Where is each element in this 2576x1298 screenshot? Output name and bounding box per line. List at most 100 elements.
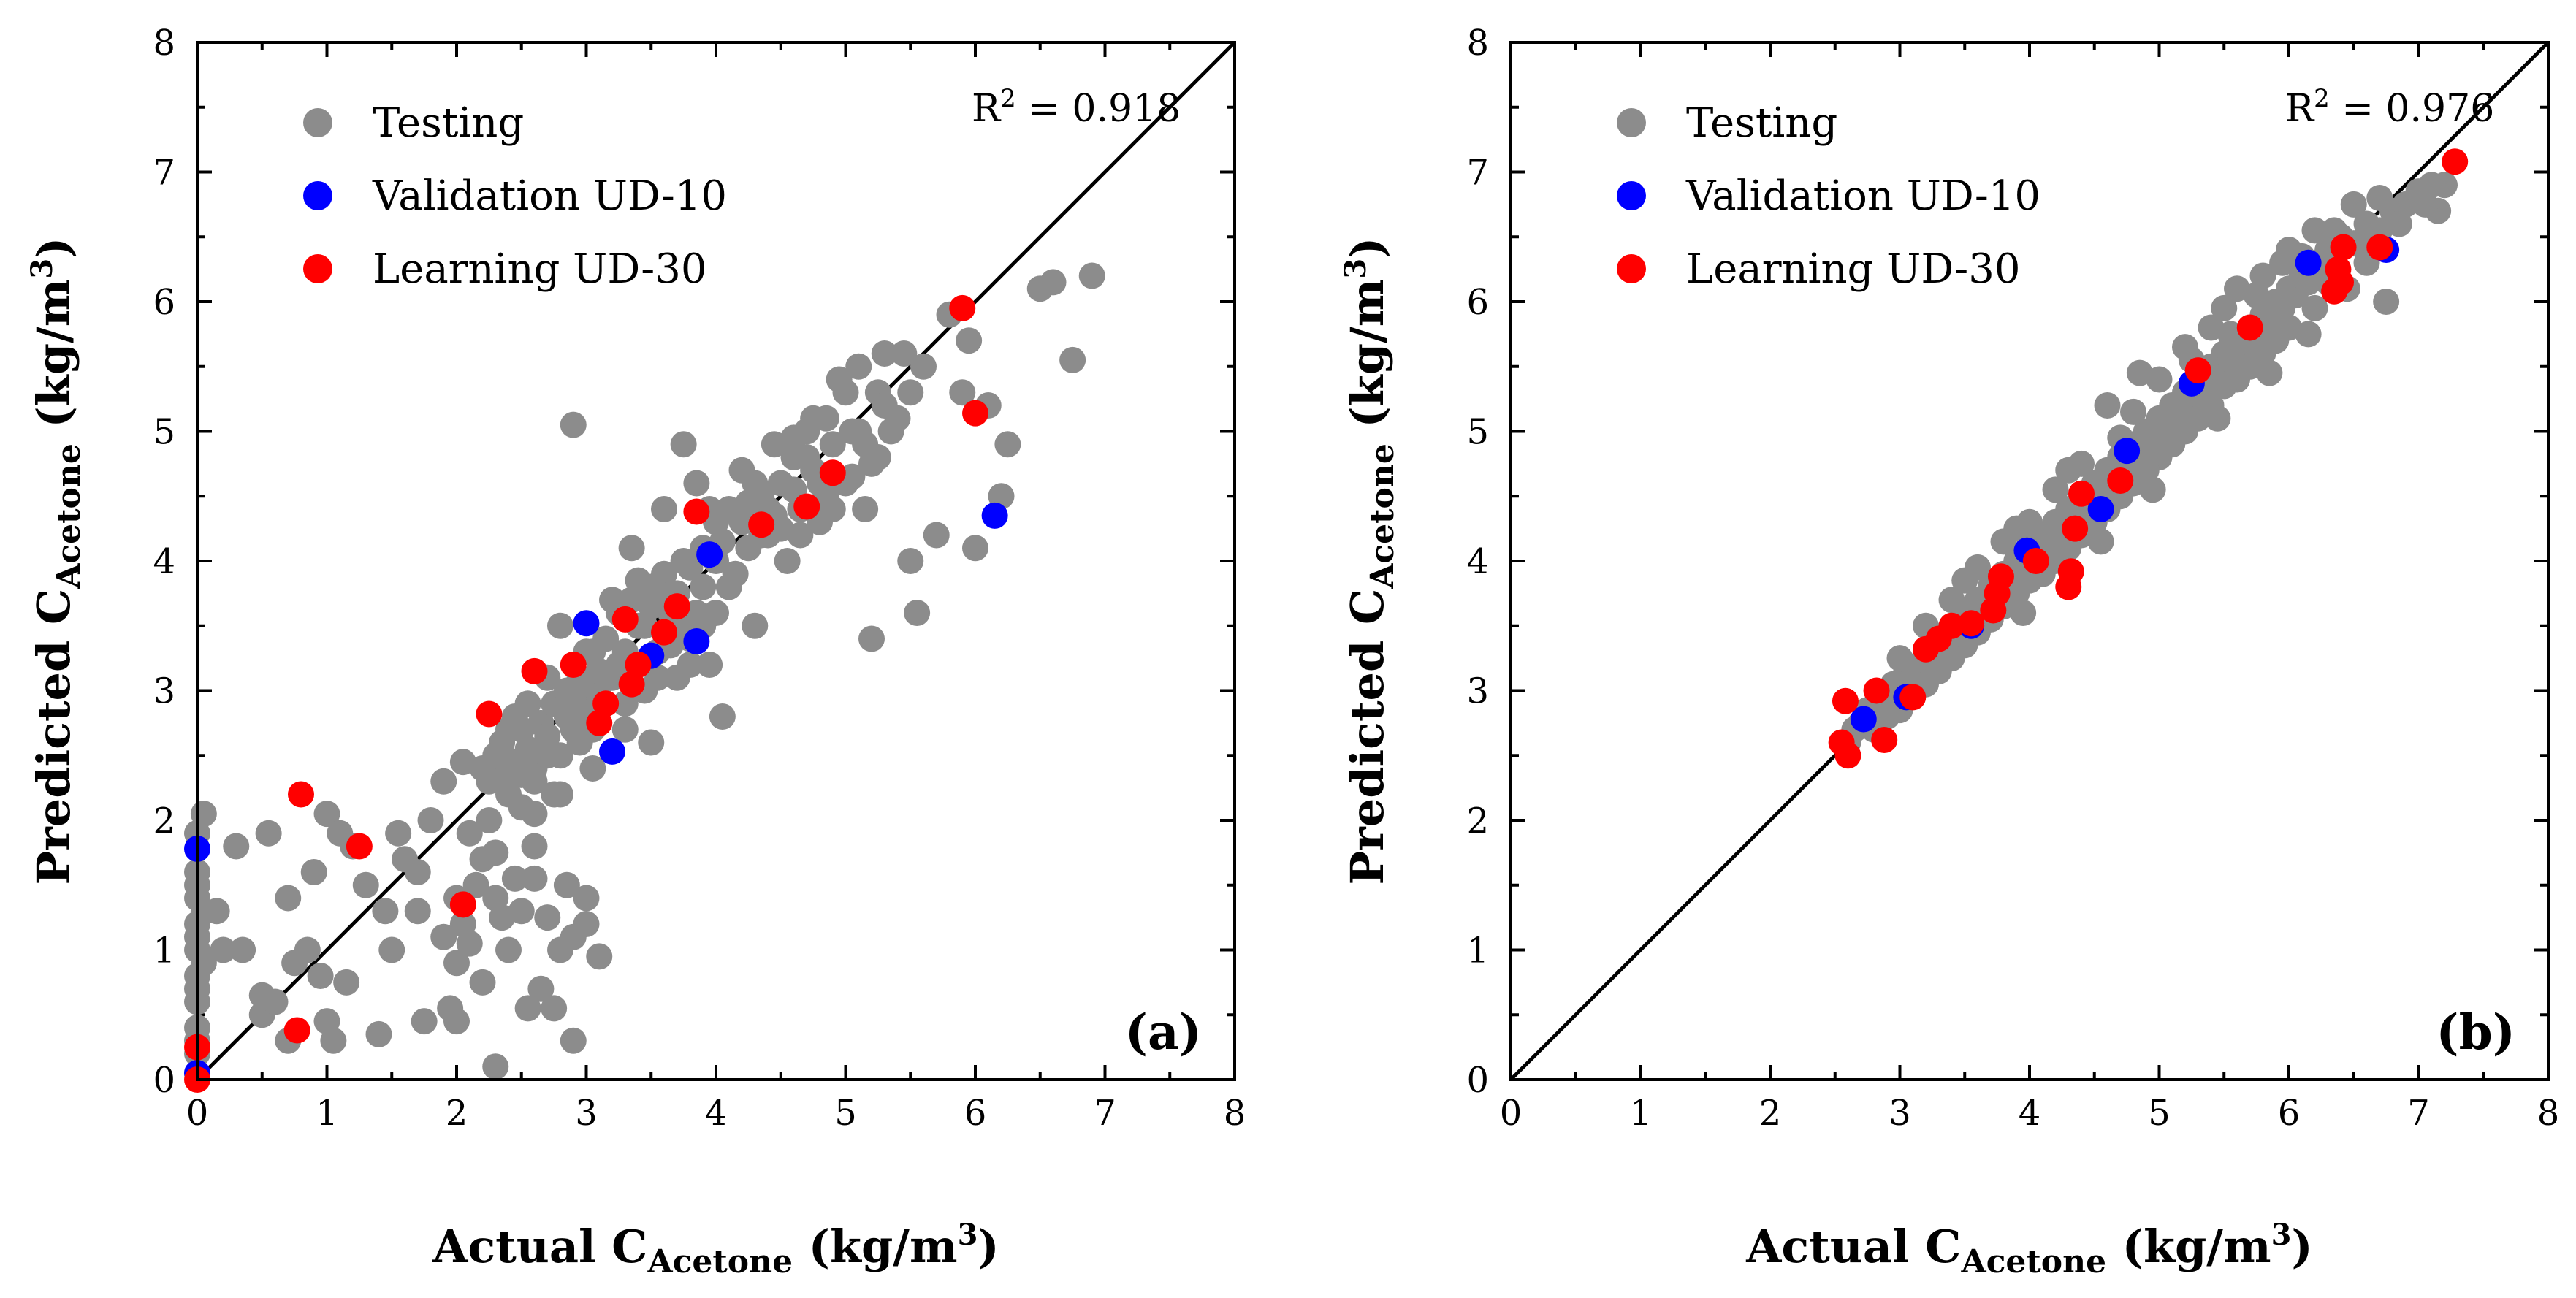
panel-b-points <box>1828 148 2469 769</box>
panel-b-y-tick-label: 2 <box>1466 801 1489 841</box>
panel-b-point-testing <box>2340 191 2367 218</box>
panel-a-point-validation <box>981 502 1008 529</box>
panel-b-point-learning <box>1863 677 1890 704</box>
panel-a-point-testing <box>651 496 677 522</box>
panel-a-point-learning <box>651 619 677 646</box>
panel-a-point-testing <box>677 652 704 678</box>
panel-a-point-testing <box>443 950 470 977</box>
panel-a-legend-marker-validation <box>303 181 332 210</box>
panel-b-point-learning <box>2442 148 2469 175</box>
panel-a-point-testing <box>949 379 976 406</box>
panel-a-x-tick-label: 5 <box>834 1093 857 1134</box>
panel-b-x-tick-label: 5 <box>2148 1093 2171 1134</box>
panel-b-y-tick-label: 3 <box>1466 671 1489 712</box>
panel-a-point-testing <box>210 936 237 963</box>
panel-b-point-testing <box>2087 528 2114 555</box>
panel-a-point-testing <box>618 535 645 562</box>
panel-b: 0 1 2 3 4 5 6 7 8 0 1 2 3 4 5 6 7 8 Testing Validation UD-… <box>1338 23 2559 1280</box>
panel-b-y-axis-title: Predicted CAcetone (kg/m3) <box>1338 237 1401 885</box>
panel-b-legend-label-validation: Validation UD-10 <box>1685 172 2040 220</box>
panel-a-point-testing <box>541 781 568 808</box>
panel-a-point-testing <box>482 839 509 866</box>
panel-a-point-learning <box>962 400 988 427</box>
panel-b-point-learning <box>2057 558 2084 585</box>
panel-a-y-tick-label: 6 <box>153 282 175 323</box>
panel-b-y-tick-label: 5 <box>1466 412 1489 453</box>
panel-b-legend: Testing Validation UD-10 Learning UD-30 <box>1617 99 2040 293</box>
panel-b-point-testing <box>2301 294 2328 321</box>
panel-b-point-learning <box>1987 563 2014 590</box>
panel-b-point-learning <box>1832 687 1859 714</box>
panel-a-point-learning <box>819 459 846 486</box>
panel-a-point-testing <box>443 1008 470 1035</box>
panel-a-point-testing <box>579 755 606 782</box>
panel-b-point-testing <box>1951 567 1978 594</box>
panel-b-point-validation <box>1850 706 1877 733</box>
panel-a-point-testing <box>229 936 256 963</box>
panel-a-point-testing <box>489 904 516 931</box>
panel-a-x-tick-label: 3 <box>575 1093 598 1134</box>
panel-b-point-testing <box>1886 645 1913 672</box>
panel-b-point-learning <box>2022 548 2049 574</box>
panel-a-x-tick-label: 8 <box>1224 1093 1246 1134</box>
panel-a-point-testing <box>521 833 548 860</box>
panel-b-x-tick-label: 6 <box>2278 1093 2301 1134</box>
panel-a-point-testing <box>527 975 555 1002</box>
panel-a-legend-marker-learning <box>303 254 332 283</box>
panel-a-point-learning <box>625 652 652 678</box>
panel-b-point-testing <box>2126 359 2153 386</box>
panel-b-y-tick-label: 7 <box>1466 153 1489 194</box>
panel-b-x-axis-title: Actual CAcetone (kg/m3) <box>1745 1218 2313 1280</box>
panel-a-point-testing <box>812 483 839 510</box>
panel-a-point-testing <box>534 722 561 749</box>
panel-a-point-testing <box>994 431 1021 458</box>
panel-a-point-testing <box>586 657 613 684</box>
panel-b-y-tick-label: 4 <box>1466 541 1489 582</box>
panel-a-point-testing <box>501 703 528 730</box>
panel-a-point-testing <box>592 625 620 652</box>
panel-b-point-learning <box>2107 467 2134 494</box>
panel-a-point-testing <box>871 392 898 419</box>
panel-b-x-tick-label: 4 <box>2019 1093 2041 1134</box>
panel-a-x-tick-label: 6 <box>964 1093 987 1134</box>
panel-a: 0 1 2 3 4 5 6 7 8 0 1 2 3 4 5 6 7 8 Testing Validation UD-… <box>25 23 1246 1280</box>
panel-a-point-testing <box>852 496 879 522</box>
panel-b-x-tick-label: 1 <box>1629 1093 1652 1134</box>
panel-a-point-testing <box>495 936 522 963</box>
panel-a-points <box>184 262 1105 1093</box>
panel-a-x-tick-label: 4 <box>705 1093 728 1134</box>
panel-a-legend-label-validation: Validation UD-10 <box>372 172 727 220</box>
panel-a-point-testing <box>1078 262 1105 289</box>
panel-a-point-learning <box>521 657 548 684</box>
panel-a-x-axis-title: Actual CAcetone (kg/m3) <box>432 1218 999 1280</box>
panel-a-point-testing <box>456 930 483 957</box>
panel-b-legend-marker-validation <box>1617 181 1646 210</box>
panel-a-x-tick-label: 0 <box>186 1093 209 1134</box>
panel-b-point-testing <box>2412 191 2439 218</box>
panel-b-point-testing <box>2003 515 2030 542</box>
panel-a-point-testing <box>541 995 568 1022</box>
panel-a-point-learning <box>288 781 314 808</box>
panel-b-point-testing <box>2243 282 2270 309</box>
panel-a-point-testing <box>262 988 289 1015</box>
panel-a-point-testing <box>547 742 573 769</box>
panel-a-point-testing <box>793 444 820 470</box>
panel-a-point-testing <box>839 463 866 490</box>
panel-b-point-testing <box>2366 185 2393 211</box>
panel-a-point-learning <box>611 606 639 633</box>
panel-a-x-tick-label: 2 <box>446 1093 468 1134</box>
panel-a-label: (a) <box>1125 1004 1202 1061</box>
panel-b-point-learning <box>1958 610 1985 637</box>
panel-a-point-testing <box>904 600 931 626</box>
panel-b-x-tick-label: 8 <box>2537 1093 2560 1134</box>
panel-a-point-testing <box>891 340 918 367</box>
panel-a-point-learning <box>663 593 690 620</box>
panel-a-point-learning <box>283 1017 310 1044</box>
panel-a-point-learning <box>592 690 620 717</box>
panel-b-point-learning <box>1834 742 1861 769</box>
panel-a-y-tick-label: 1 <box>153 931 175 971</box>
panel-a-point-testing <box>897 548 924 574</box>
panel-a-y-tick-label: 2 <box>153 801 175 841</box>
panel-a-point-testing <box>670 431 697 458</box>
